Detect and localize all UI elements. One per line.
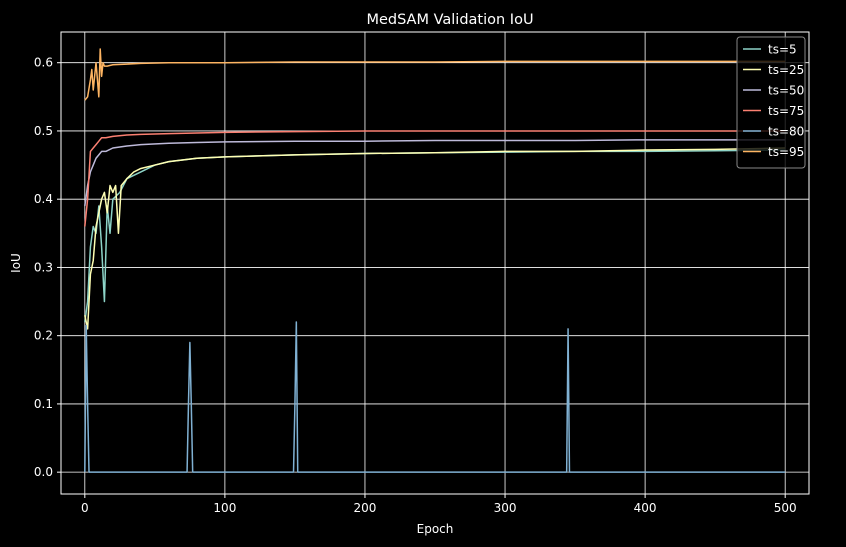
- plot-frame: [60, 31, 810, 495]
- y-tick-label: 0.6: [34, 56, 53, 70]
- x-tick-label: 100: [213, 501, 236, 515]
- y-axis-ticks: 0.0 0.1 0.2 0.3 0.4 0.5 0.6: [34, 56, 61, 479]
- legend-label: ts=5: [768, 43, 797, 57]
- legend: ts=5 ts=25 ts=50 ts=75 ts=80 ts=95: [736, 36, 806, 169]
- series-line-ts-80: [84, 321, 786, 473]
- series-line-ts-25: [84, 147, 786, 330]
- x-tick-label: 200: [354, 501, 377, 515]
- y-tick-label: 0.5: [34, 124, 53, 138]
- x-tick-label: 300: [494, 501, 517, 515]
- chart-title: MedSAM Validation IoU: [366, 12, 533, 28]
- x-tick-label: 0: [81, 501, 89, 515]
- legend-label: ts=25: [768, 63, 804, 77]
- y-tick-label: 0.3: [34, 260, 53, 274]
- series-line-ts-75: [84, 130, 786, 227]
- legend-label: ts=75: [768, 104, 804, 118]
- series-line-ts-50: [84, 139, 786, 207]
- series-line-ts-95: [84, 48, 786, 101]
- y-tick-label: 0.1: [34, 397, 53, 411]
- y-tick-label: 0.2: [34, 329, 53, 343]
- y-axis-label: IoU: [9, 253, 23, 273]
- legend-label: ts=50: [768, 84, 804, 98]
- y-tick-label: 0.4: [34, 192, 53, 206]
- legend-label: ts=95: [768, 145, 804, 159]
- x-axis-ticks: 0 100 200 300 400 500: [81, 494, 797, 515]
- series-layer: [84, 48, 786, 473]
- x-axis-label: Epoch: [417, 522, 454, 536]
- x-tick-label: 500: [774, 501, 797, 515]
- x-tick-label: 400: [634, 501, 657, 515]
- y-tick-label: 0.0: [34, 465, 53, 479]
- legend-label: ts=80: [768, 125, 804, 139]
